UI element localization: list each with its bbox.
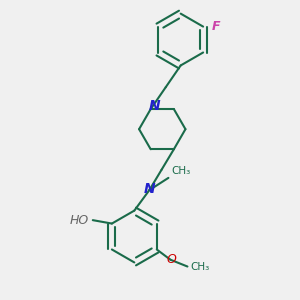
Text: HO: HO [70, 214, 89, 227]
Text: N: N [149, 99, 160, 113]
Text: CH₃: CH₃ [172, 166, 191, 176]
Text: F: F [211, 20, 220, 33]
Text: O: O [167, 253, 177, 266]
Text: CH₃: CH₃ [190, 262, 209, 272]
Text: N: N [144, 182, 156, 196]
